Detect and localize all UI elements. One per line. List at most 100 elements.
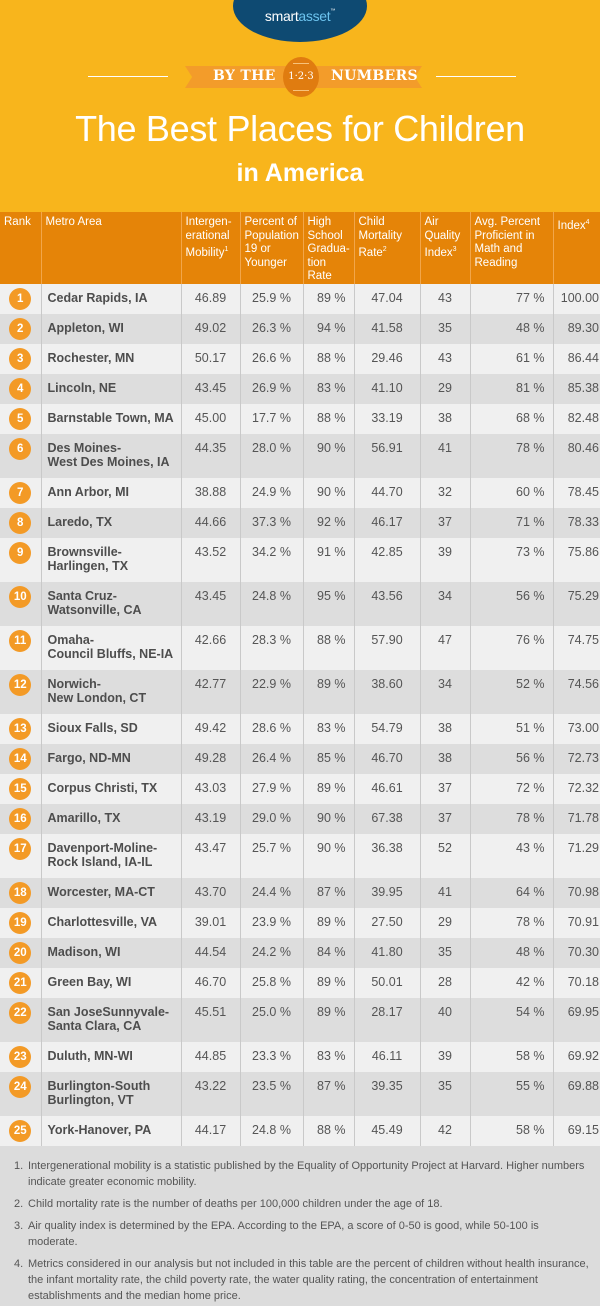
air-cell: 41 (420, 433, 471, 478)
mortality-cell: 45.49 (354, 1115, 421, 1146)
mobility-cell: 43.45 (181, 581, 241, 626)
air-cell: 37 (420, 773, 471, 804)
pop19-cell: 29.0 % (240, 803, 304, 834)
rank-badge: 12 (9, 673, 32, 696)
hs-cell: 83 % (303, 373, 355, 404)
rank-cell: 15 (0, 773, 42, 804)
hs-cell: 84 % (303, 937, 355, 968)
hs-cell: 87 % (303, 1071, 355, 1116)
hs-cell: 89 % (303, 773, 355, 804)
metro-area-cell: Rochester, MN (41, 343, 182, 374)
rank-cell: 12 (0, 669, 42, 714)
proficient-cell: 68 % (470, 403, 554, 434)
mortality-cell: 57.90 (354, 625, 421, 670)
proficient-cell: 81 % (470, 373, 554, 404)
hs-cell: 90 % (303, 433, 355, 478)
mortality-cell: 39.95 (354, 877, 421, 908)
pop19-cell: 25.9 % (240, 283, 304, 314)
hs-cell: 90 % (303, 477, 355, 508)
pop19-cell: 34.2 % (240, 537, 304, 582)
rank-badge: 10 (9, 585, 32, 608)
pop19-cell: 24.9 % (240, 477, 304, 508)
pop19-cell: 25.8 % (240, 967, 304, 998)
footnotes: 1. Intergenerational mobility is a statis… (0, 1146, 600, 1304)
metro-area-cell: Laredo, TX (41, 507, 182, 538)
table-header-row: Rank Metro Area Intergen-erational Mobilit… (0, 212, 600, 284)
rank-cell: 10 (0, 581, 42, 626)
proficient-cell: 55 % (470, 1071, 554, 1116)
rank-badge: 25 (9, 1119, 32, 1142)
hs-cell: 88 % (303, 625, 355, 670)
mobility-cell: 44.66 (181, 507, 241, 538)
table-row: 2 Appleton, WI 49.02 26.3 % 94 % 41.58 35 48 % 8… (0, 313, 600, 344)
rank-badge: 18 (9, 881, 32, 904)
index-cell: 80.46 (567, 440, 599, 455)
proficient-cell: 52 % (470, 669, 554, 714)
column-header: Avg. Percent Proficient in Math and Read… (470, 212, 554, 284)
air-cell: 34 (420, 669, 471, 714)
index-cell: 69.15 (567, 1122, 599, 1137)
pop19-cell: 26.4 % (240, 743, 304, 774)
pop19-cell: 22.9 % (240, 669, 304, 714)
mortality-cell: 46.61 (354, 773, 421, 804)
pop19-cell: 27.9 % (240, 773, 304, 804)
air-cell: 37 (420, 803, 471, 834)
hs-cell: 90 % (303, 803, 355, 834)
air-cell: 41 (420, 877, 471, 908)
metro-area-cell: Amarillo, TX (41, 803, 182, 834)
metro-area-cell: Omaha- Council Bluffs, NE-IA (41, 625, 182, 670)
hs-cell: 95 % (303, 581, 355, 626)
table-row: 5 Barnstable Town, MA 45.00 17.7 % 88 % 33.19… (0, 403, 600, 434)
air-cell: 47 (420, 625, 471, 670)
mobility-cell: 46.70 (181, 967, 241, 998)
mortality-cell: 33.19 (354, 403, 421, 434)
metro-area-cell: Worcester, MA-CT (41, 877, 182, 908)
mobility-cell: 43.52 (181, 537, 241, 582)
mobility-cell: 43.19 (181, 803, 241, 834)
rank-cell: 23 (0, 1041, 42, 1072)
index-cell: 69.88 (567, 1078, 599, 1093)
metro-area-cell: Norwich- New London, CT (41, 669, 182, 714)
column-header: Index4 (553, 212, 600, 284)
table-row: 23 Duluth, MN-WI 44.85 23.3 % 83 % 46.11 39 58 … (0, 1041, 600, 1072)
footnote: 2. Child mortality rate is the number of … (14, 1197, 443, 1210)
rank-badge: 15 (9, 777, 32, 800)
index-cell: 82.48 (567, 410, 599, 425)
metro-area-cell: Duluth, MN-WI (41, 1041, 182, 1072)
air-cell: 43 (420, 343, 471, 374)
air-cell: 52 (420, 833, 471, 878)
mobility-cell: 44.85 (181, 1041, 241, 1072)
pop19-cell: 23.3 % (240, 1041, 304, 1072)
mobility-cell: 46.89 (181, 283, 241, 314)
index-cell: 71.29 (567, 840, 599, 855)
air-cell: 39 (420, 537, 471, 582)
air-cell: 38 (420, 713, 471, 744)
rank-cell: 5 (0, 403, 42, 434)
column-header: Intergen-erational Mobility1 (181, 212, 241, 284)
hs-cell: 89 % (303, 907, 355, 938)
air-cell: 37 (420, 507, 471, 538)
mobility-cell: 42.66 (181, 625, 241, 670)
pop19-cell: 37.3 % (240, 507, 304, 538)
rank-badge: 14 (9, 747, 32, 770)
rank-cell: 18 (0, 877, 42, 908)
column-header: Air Quality Index3 (420, 212, 471, 284)
index-cell: 69.95 (567, 1004, 599, 1019)
rank-badge: 13 (9, 717, 32, 740)
rank-cell: 11 (0, 625, 42, 670)
pop19-cell: 26.3 % (240, 313, 304, 344)
rank-badge: 7 (9, 481, 32, 504)
mobility-cell: 42.77 (181, 669, 241, 714)
index-cell: 75.29 (567, 588, 599, 603)
index-cell: 70.30 (567, 944, 599, 959)
mortality-cell: 50.01 (354, 967, 421, 998)
air-cell: 42 (420, 1115, 471, 1146)
rank-badge: 3 (9, 347, 32, 370)
metro-area-cell: Barnstable Town, MA (41, 403, 182, 434)
smartasset-logo[interactable]: smartasset™ (264, 8, 336, 24)
proficient-cell: 42 % (470, 967, 554, 998)
metro-area-cell: Green Bay, WI (41, 967, 182, 998)
proficient-cell: 48 % (470, 313, 554, 344)
rank-cell: 19 (0, 907, 42, 938)
air-cell: 38 (420, 743, 471, 774)
